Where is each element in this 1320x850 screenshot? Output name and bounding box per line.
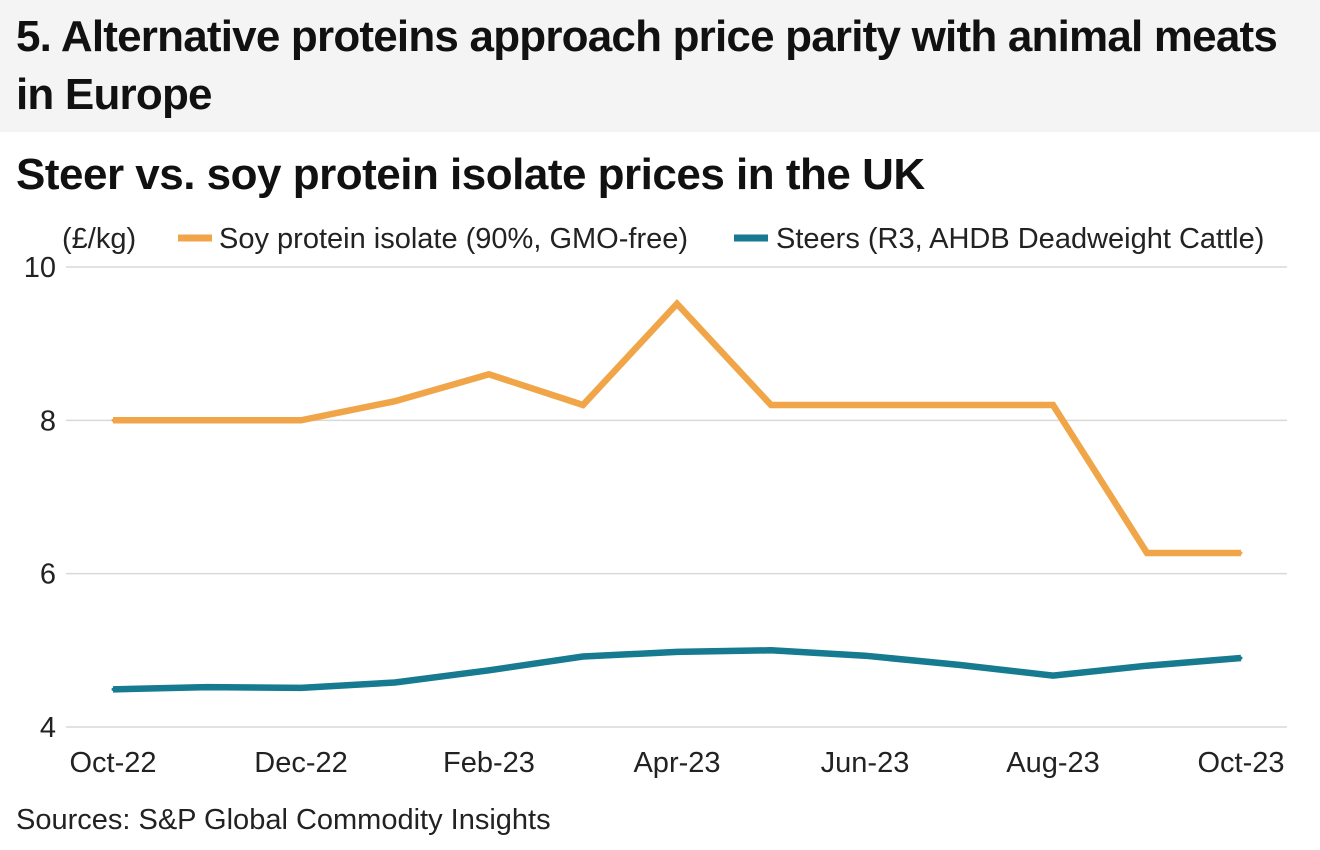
data-point-1-5 — [581, 654, 585, 658]
x-axis-ticks: Oct-22 Dec-22 Feb-23 Apr-23 Jun-23 Aug-23 Oct-… — [69, 747, 1284, 779]
chart-title: Steer vs. soy protein isolate prices in … — [16, 150, 925, 199]
x-tick-label-aug-23: Aug-23 — [1006, 747, 1100, 779]
data-point-1-6 — [675, 650, 679, 654]
data-point-0-12 — [1239, 551, 1243, 555]
legend-label-steers: Steers (R3, AHDB Deadweight Cattle) — [776, 223, 1264, 255]
y-tick-label-4: 4 — [40, 712, 56, 744]
data-point-0-4 — [487, 372, 491, 376]
data-point-1-8 — [863, 654, 867, 658]
data-point-0-11 — [1145, 551, 1149, 555]
gridlines — [66, 266, 1287, 728]
series-lines — [111, 299, 1243, 693]
y-tick-label-10: 10 — [24, 252, 56, 284]
series-line-0 — [113, 299, 1241, 557]
data-point-1-12 — [1239, 656, 1243, 660]
data-point-0-6 — [675, 302, 679, 306]
x-tick-label-oct-22: Oct-22 — [69, 747, 156, 779]
y-tick-label-8: 8 — [40, 405, 56, 437]
y-tick-label-6: 6 — [40, 559, 56, 591]
data-point-1-0 — [111, 687, 115, 691]
y-axis-unit-label: (£/kg) — [62, 223, 136, 255]
data-point-1-10 — [1051, 674, 1055, 678]
data-point-0-5 — [581, 403, 585, 407]
page-title: 5. Alternative proteins approach price p… — [16, 12, 1278, 119]
header-band — [0, 0, 1320, 132]
data-point-0-1 — [205, 418, 209, 422]
data-point-1-1 — [205, 685, 209, 689]
x-tick-label-oct-23: Oct-23 — [1197, 747, 1284, 779]
data-point-1-4 — [487, 668, 491, 672]
data-point-1-2 — [299, 686, 303, 690]
x-tick-label-apr-23: Apr-23 — [633, 747, 720, 779]
data-point-0-3 — [393, 399, 397, 403]
data-point-0-0 — [111, 418, 115, 422]
y-axis-ticks: 4 6 8 10 — [24, 252, 56, 744]
data-point-0-9 — [957, 403, 961, 407]
x-tick-label-feb-23: Feb-23 — [443, 747, 535, 779]
data-point-1-3 — [393, 681, 397, 685]
legend-label-soy: Soy protein isolate (90%, GMO-free) — [219, 223, 688, 255]
data-point-0-8 — [863, 403, 867, 407]
x-tick-label-dec-22: Dec-22 — [254, 747, 348, 779]
data-point-1-9 — [957, 663, 961, 667]
legend: (£/kg) Soy protein isolate (90%, GMO-fre… — [62, 223, 1264, 255]
data-point-1-7 — [769, 648, 773, 652]
series-line-1 — [112, 647, 1242, 693]
data-point-0-10 — [1051, 403, 1055, 407]
data-point-0-2 — [299, 418, 303, 422]
x-tick-label-jun-23: Jun-23 — [821, 747, 910, 779]
data-point-0-7 — [769, 403, 773, 407]
data-point-1-11 — [1145, 664, 1149, 668]
source-note: Sources: S&P Global Commodity Insights — [16, 804, 551, 836]
